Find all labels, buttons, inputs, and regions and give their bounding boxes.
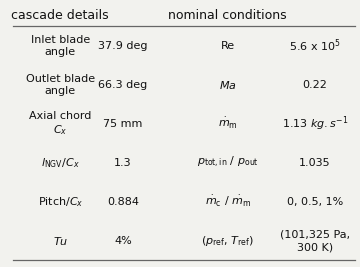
Text: Re: Re xyxy=(221,41,235,51)
Text: Inlet blade
angle: Inlet blade angle xyxy=(31,35,90,57)
Text: 1.035: 1.035 xyxy=(299,158,330,168)
Text: 5.6 x 10$^{5}$: 5.6 x 10$^{5}$ xyxy=(289,38,341,54)
Text: ($p_{\mathrm{ref}}$, $T_{\mathrm{ref}}$): ($p_{\mathrm{ref}}$, $T_{\mathrm{ref}}$) xyxy=(201,234,254,248)
Text: $l_{\mathrm{NGV}}/C_x$: $l_{\mathrm{NGV}}/C_x$ xyxy=(41,156,80,170)
Text: 66.3 deg: 66.3 deg xyxy=(98,80,148,90)
Text: $p_{\mathrm{tot,in}}$ / $p_{\mathrm{out}}$: $p_{\mathrm{tot,in}}$ / $p_{\mathrm{out}… xyxy=(197,155,258,170)
Text: 0.22: 0.22 xyxy=(302,80,327,90)
Text: $Ma$: $Ma$ xyxy=(219,79,237,91)
Text: Outlet blade
angle: Outlet blade angle xyxy=(26,74,95,96)
Text: cascade details: cascade details xyxy=(12,9,109,22)
Text: 4%: 4% xyxy=(114,236,132,246)
Text: 1.13 $kg.s^{-1}$: 1.13 $kg.s^{-1}$ xyxy=(282,115,348,133)
Text: 0.884: 0.884 xyxy=(107,197,139,207)
Text: nominal conditions: nominal conditions xyxy=(168,9,287,22)
Text: 1.3: 1.3 xyxy=(114,158,132,168)
Text: Axial chord
$C_x$: Axial chord $C_x$ xyxy=(29,111,91,137)
Text: $\dot{m}_{\mathrm{c}}$ / $\dot{m}_{\mathrm{m}}$: $\dot{m}_{\mathrm{c}}$ / $\dot{m}_{\math… xyxy=(204,194,251,209)
Text: 0, 0.5, 1%: 0, 0.5, 1% xyxy=(287,197,343,207)
Text: $\dot{m}_{\mathrm{m}}$: $\dot{m}_{\mathrm{m}}$ xyxy=(218,116,238,131)
Text: (101,325 Pa,
300 K): (101,325 Pa, 300 K) xyxy=(280,230,350,252)
Text: Pitch/$C_x$: Pitch/$C_x$ xyxy=(37,195,83,209)
Text: 37.9 deg: 37.9 deg xyxy=(98,41,148,51)
Text: 75 mm: 75 mm xyxy=(103,119,143,129)
Text: $Tu$: $Tu$ xyxy=(53,235,68,247)
